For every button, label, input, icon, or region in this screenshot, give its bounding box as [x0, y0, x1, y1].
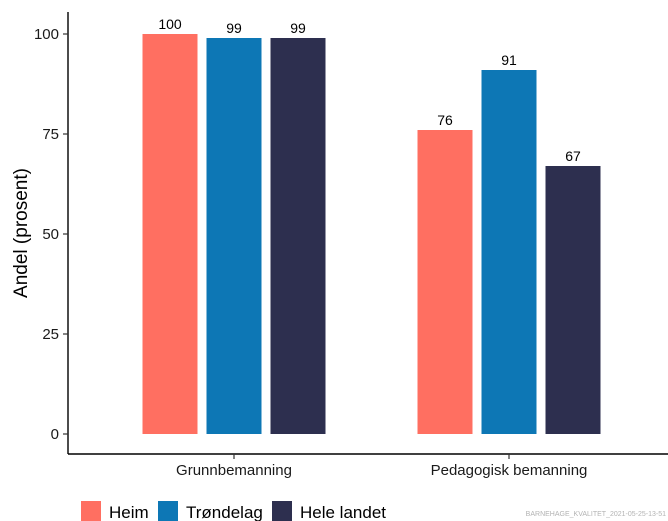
bar-trøndelag-1 [482, 70, 537, 434]
bar-trøndelag-0 [207, 38, 262, 434]
legend-label: Trøndelag [186, 503, 263, 521]
bar-hele-landet-0 [271, 38, 326, 434]
value-label: 76 [437, 112, 453, 128]
legend-swatch-hele-landet [272, 501, 292, 521]
bar-heim-0 [143, 34, 198, 434]
y-tick-label: 25 [42, 326, 59, 343]
value-label: 99 [226, 20, 242, 36]
legend-label: Hele landet [300, 503, 386, 521]
footnote: BARNEHAGE_KVALITET_2021-05-25-13-51 [526, 511, 666, 518]
legend-label: Heim [109, 503, 149, 521]
bar-heim-1 [418, 130, 473, 434]
bars [143, 34, 601, 434]
y-tick-label: 0 [51, 426, 59, 443]
bar-hele-landet-1 [546, 166, 601, 434]
value-label: 99 [290, 20, 306, 36]
y-tick-label: 50 [42, 226, 59, 243]
value-label: 67 [565, 148, 581, 164]
legend-swatch-trøndelag [158, 501, 178, 521]
legend-swatch-heim [81, 501, 101, 521]
y-tick-label: 75 [42, 126, 59, 143]
x-axis-ticks: Grunnbemanning Pedagogisk bemanning [176, 454, 587, 479]
y-axis-ticks: 0 25 50 75 100 [34, 26, 68, 443]
x-tick-label: Pedagogisk bemanning [431, 462, 588, 479]
y-tick-label: 100 [34, 26, 59, 43]
value-label: 100 [158, 16, 182, 32]
y-axis-title: Andel (prosent) [11, 168, 32, 298]
legend: Heim Trøndelag Hele landet [81, 501, 386, 521]
value-label: 91 [501, 52, 517, 68]
x-tick-label: Grunnbemanning [176, 462, 292, 479]
